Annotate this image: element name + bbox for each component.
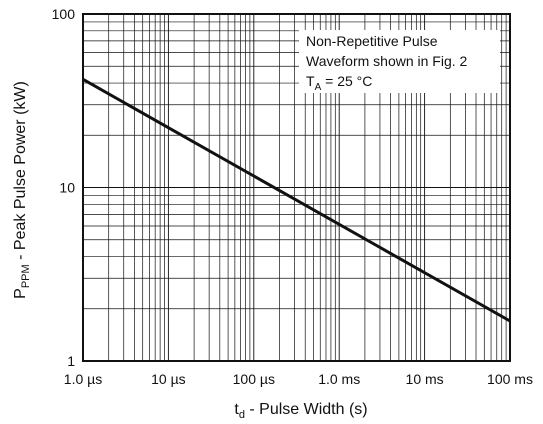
x-tick-label: 1.0 µs: [64, 371, 102, 387]
plot-frame: [82, 13, 511, 362]
y-tick-label: 1: [67, 353, 75, 369]
y-axis-label-symbol: P: [12, 288, 29, 299]
y-axis-label: PPPM - Peak Pulse Power (kW): [12, 81, 32, 299]
series-group: [82, 78, 511, 323]
x-axis-label-subscript: d: [239, 409, 245, 421]
x-tick-label: 100 µs: [233, 371, 275, 387]
annotation-temp-subscript: A: [315, 82, 322, 93]
annotation-line-3: TA = 25 °C: [306, 73, 372, 93]
y-axis-label-text: - Peak Pulse Power (kW): [12, 81, 29, 264]
annotation-temp-value: = 25 °C: [321, 73, 372, 89]
series-line: [82, 78, 511, 323]
annotation-line-1: Non-Repetitive Pulse: [306, 33, 438, 49]
x-tick-label: 10 µs: [151, 371, 186, 387]
x-axis-label-text: - Pulse Width (s): [245, 401, 368, 418]
x-axis-label-symbol: t: [234, 401, 239, 418]
x-tick-label: 100 ms: [487, 371, 533, 387]
y-tick-label: 10: [59, 180, 75, 196]
annotation-background: [299, 30, 500, 93]
y-tick-label: 100: [52, 6, 76, 22]
x-tick-label: 10 ms: [406, 371, 444, 387]
y-axis-label-subscript: PPM: [20, 264, 32, 288]
grid: [82, 14, 510, 362]
annotation-line-2: Waveform shown in Fig. 2: [306, 53, 468, 69]
annotation-box: Non-Repetitive Pulse Waveform shown in F…: [299, 30, 500, 93]
x-axis-label: td - Pulse Width (s): [234, 401, 367, 421]
tick-labels: 1.0 µs 10 µs 100 µs 1.0 ms 10 ms 100 ms 1 10 100: [52, 6, 533, 387]
annotation-temp-symbol: T: [306, 73, 315, 89]
x-tick-label: 1.0 ms: [318, 371, 360, 387]
